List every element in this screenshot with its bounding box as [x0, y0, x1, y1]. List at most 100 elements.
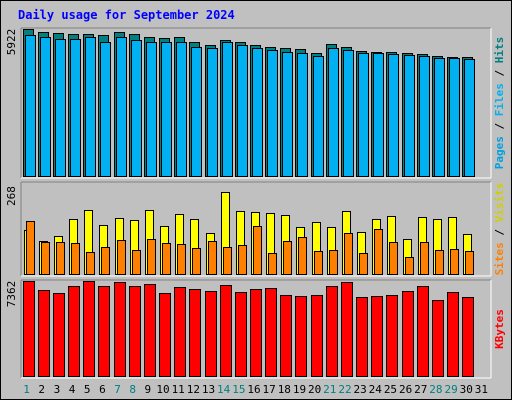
bar-pages-day-28 — [434, 58, 445, 177]
bar-sites-day-25 — [389, 242, 398, 275]
bar-sites-day-13 — [208, 241, 217, 275]
bar-pages-day-20 — [313, 56, 324, 177]
x-tick-label-day-15: 15 — [232, 383, 245, 396]
legend-visits: Visits — [493, 183, 506, 223]
bar-kbytes-day-4 — [68, 286, 80, 377]
x-tick-label-day-22: 22 — [338, 383, 351, 396]
bar-kbytes-day-20 — [311, 295, 323, 377]
legend-kbytes: KBytes — [493, 309, 506, 349]
bar-kbytes-day-18 — [280, 295, 292, 377]
bar-kbytes-day-15 — [235, 292, 247, 377]
bar-pages-day-15 — [237, 45, 248, 177]
y-max-label: 268 — [5, 186, 18, 206]
bar-kbytes-day-8 — [129, 286, 141, 377]
bar-sites-day-18 — [283, 241, 292, 275]
bar-sites-day-21 — [329, 250, 338, 275]
bar-pages-day-27 — [419, 56, 430, 177]
bar-kbytes-day-25 — [386, 295, 398, 377]
y-max-label: 7362 — [5, 281, 18, 308]
bar-kbytes-day-7 — [114, 282, 126, 377]
x-tick-label-day-31: 31 — [475, 383, 488, 396]
panel-legend-sites-visits: Sites / Visits — [493, 183, 506, 276]
bar-kbytes-day-23 — [356, 297, 368, 377]
bar-pages-day-13 — [207, 48, 218, 177]
bar-sites-day-11 — [177, 244, 186, 275]
bar-sites-day-22 — [344, 233, 353, 275]
x-tick-label-day-28: 28 — [429, 383, 442, 396]
x-tick-label-day-10: 10 — [156, 383, 169, 396]
bar-sites-day-3 — [56, 242, 65, 275]
bar-sites-day-8 — [132, 250, 141, 275]
x-tick-label-day-17: 17 — [263, 383, 276, 396]
bar-pages-day-29 — [449, 58, 460, 177]
bar-sites-day-7 — [117, 240, 126, 275]
bar-pages-day-24 — [373, 53, 384, 177]
bar-sites-day-12 — [192, 248, 201, 275]
y-max-label: 5922 — [5, 29, 18, 56]
bar-kbytes-day-3 — [53, 293, 65, 377]
panel-legend-kbytes: KBytes — [493, 309, 506, 349]
bar-sites-day-23 — [359, 253, 368, 275]
x-tick-label-day-18: 18 — [278, 383, 291, 396]
bar-pages-day-6 — [100, 42, 111, 177]
x-tick-label-day-9: 9 — [145, 383, 152, 396]
bar-sites-day-9 — [147, 239, 156, 275]
bar-pages-day-19 — [297, 53, 308, 177]
x-tick-label-day-1: 1 — [23, 383, 30, 396]
legend-separator: / — [493, 63, 506, 83]
bar-sites-day-27 — [420, 242, 429, 275]
bar-pages-day-18 — [282, 52, 293, 177]
bar-sites-day-17 — [268, 253, 277, 275]
bar-pages-day-11 — [176, 42, 187, 177]
x-tick-label-day-11: 11 — [172, 383, 185, 396]
bar-kbytes-day-30 — [462, 297, 474, 377]
bar-sites-day-19 — [298, 237, 307, 275]
bar-sites-day-16 — [253, 226, 262, 275]
x-tick-label-day-12: 12 — [187, 383, 200, 396]
bar-sites-day-5 — [86, 252, 95, 275]
bar-kbytes-day-5 — [83, 281, 95, 377]
x-axis-labels: 1 2 3 4 5 6 7 8 9 10 11 12 13 14 15 16 17 18 19 20 21 22 23 24 2… — [23, 383, 488, 396]
bar-kbytes-day-29 — [447, 292, 459, 377]
bar-kbytes-day-26 — [402, 291, 414, 377]
bar-pages-day-9 — [146, 42, 157, 177]
bar-kbytes-day-16 — [250, 289, 262, 377]
chart-title: Daily usage for September 2024 — [18, 8, 235, 22]
legend-separator: / — [493, 222, 506, 242]
panel-legend-pages-files-hits: Pages / Files / Hits — [493, 37, 506, 170]
x-tick-label-day-6: 6 — [99, 383, 106, 396]
bar-sites-day-24 — [374, 229, 383, 275]
bar-pages-day-16 — [252, 48, 263, 177]
bar-pages-day-2 — [40, 37, 51, 177]
bar-kbytes-day-28 — [432, 300, 444, 377]
bar-kbytes-day-10 — [159, 293, 171, 377]
bar-pages-day-10 — [161, 42, 172, 177]
panel-pages-files-hits: 5922 Pages / Files / Hits — [5, 27, 506, 179]
x-tick-label-day-27: 27 — [414, 383, 427, 396]
bar-kbytes-day-27 — [417, 286, 429, 377]
bar-pages-day-30 — [464, 59, 475, 177]
x-tick-label-day-8: 8 — [129, 383, 136, 396]
legend-sites: Sites — [493, 242, 506, 275]
x-tick-label-day-24: 24 — [369, 383, 383, 396]
x-tick-label-day-13: 13 — [202, 383, 215, 396]
x-tick-label-day-30: 30 — [460, 383, 473, 396]
x-tick-label-day-16: 16 — [247, 383, 260, 396]
bar-kbytes-day-6 — [98, 286, 110, 377]
x-tick-label-day-21: 21 — [323, 383, 336, 396]
legend-pages: Pages — [493, 136, 506, 169]
bar-kbytes-day-14 — [220, 285, 232, 377]
bar-sites-day-20 — [314, 251, 323, 275]
x-tick-label-day-3: 3 — [54, 383, 61, 396]
x-tick-label-day-14: 14 — [217, 383, 231, 396]
bar-pages-day-23 — [358, 53, 369, 177]
x-tick-label-day-20: 20 — [308, 383, 321, 396]
bar-pages-day-22 — [343, 50, 354, 177]
bar-kbytes-day-13 — [205, 291, 217, 377]
panel-kbytes: 7362 KBytes — [5, 279, 506, 379]
bar-sites-day-10 — [162, 243, 171, 275]
chart-panels: 5922 Pages / Files / Hits 268 Sites / Visit… — [5, 27, 506, 379]
bar-pages-day-14 — [222, 42, 233, 177]
bar-kbytes-day-12 — [189, 289, 201, 377]
